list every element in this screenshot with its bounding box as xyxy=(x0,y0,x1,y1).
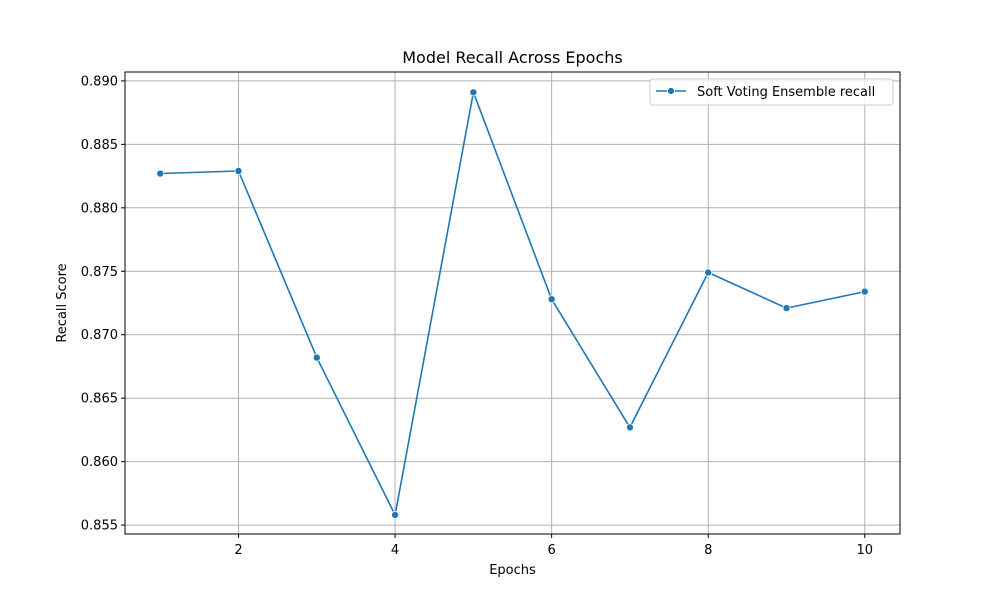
legend-box xyxy=(649,78,894,106)
x-tick-label: 8 xyxy=(704,543,712,558)
y-tick-label: 0.870 xyxy=(81,328,118,343)
x-tick-label: 10 xyxy=(856,543,873,558)
y-tick-label: 0.890 xyxy=(81,74,118,89)
data-point xyxy=(234,166,243,175)
y-tick-label: 0.885 xyxy=(81,138,118,153)
data-point xyxy=(704,268,713,277)
y-tick-label: 0.875 xyxy=(81,265,118,280)
series-layer xyxy=(156,88,869,519)
data-point xyxy=(391,510,400,519)
x-tick-label: 2 xyxy=(234,543,242,558)
y-tick-label: 0.865 xyxy=(81,392,118,407)
y-axis-label: Recall Score xyxy=(55,263,70,342)
data-point xyxy=(312,353,321,362)
x-tick-label: 6 xyxy=(548,543,556,558)
x-tick-label: 4 xyxy=(391,543,399,558)
legend-marker-sample xyxy=(667,87,675,95)
data-point xyxy=(547,295,556,304)
data-point xyxy=(782,304,791,313)
data-point xyxy=(156,169,165,178)
y-tick-label: 0.860 xyxy=(81,455,118,470)
data-point xyxy=(469,88,478,97)
data-point xyxy=(860,287,869,296)
legend-label: Soft Voting Ensemble recall xyxy=(697,85,875,100)
x-axis-ticks: 2 4 6 8 10 xyxy=(234,534,873,558)
data-point xyxy=(625,423,634,432)
x-axis-label: Epochs xyxy=(489,563,536,578)
series-line xyxy=(160,91,865,516)
y-tick-label: 0.855 xyxy=(81,519,118,534)
chart-title: Model Recall Across Epochs xyxy=(402,48,623,67)
y-axis-ticks: 0.855 0.860 0.865 0.870 0.875 0.880 0.885 0.890 xyxy=(81,74,125,534)
y-tick-label: 0.880 xyxy=(81,201,118,216)
legend: Soft Voting Ensemble recall xyxy=(649,78,894,106)
plot-frame xyxy=(124,71,901,535)
